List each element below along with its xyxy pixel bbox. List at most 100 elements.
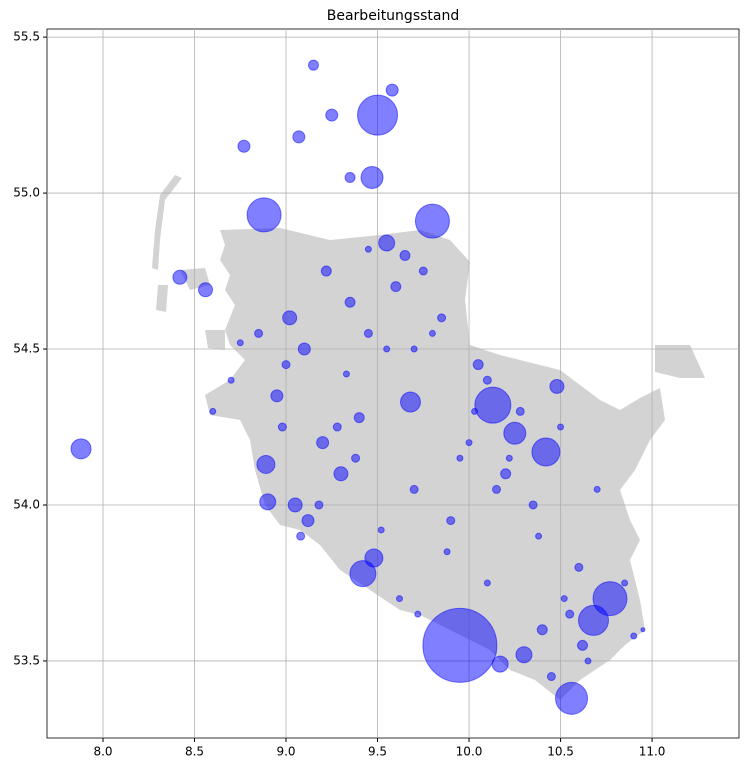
point — [399, 249, 411, 261]
y-tick-label: 55.0 — [13, 186, 40, 200]
point — [344, 171, 356, 183]
point — [536, 624, 548, 636]
y-tick-label: 54.0 — [13, 497, 40, 511]
point — [443, 548, 451, 556]
point — [584, 657, 592, 665]
point — [390, 281, 402, 293]
point — [574, 562, 584, 572]
point — [307, 59, 319, 71]
point — [483, 579, 491, 587]
point — [437, 313, 447, 323]
point — [482, 375, 492, 385]
point — [270, 389, 284, 403]
point — [535, 532, 543, 540]
point — [364, 548, 384, 568]
point — [301, 514, 315, 528]
point — [410, 345, 418, 353]
point — [577, 639, 589, 651]
point — [531, 437, 561, 467]
point — [296, 531, 306, 541]
point — [353, 412, 365, 424]
point — [593, 485, 601, 493]
x-tick-label: 9.0 — [276, 745, 295, 759]
pellworm — [205, 330, 225, 350]
point — [640, 627, 646, 633]
point — [549, 378, 565, 394]
point — [377, 526, 385, 534]
x-tick-label: 8.5 — [185, 745, 204, 759]
point — [349, 560, 377, 588]
x-tick-label: 11.0 — [639, 745, 666, 759]
point — [378, 234, 396, 252]
point — [505, 454, 513, 462]
point — [471, 407, 479, 415]
point — [297, 342, 311, 356]
point — [256, 454, 276, 474]
point — [383, 345, 391, 353]
mainland — [205, 228, 665, 700]
x-tick-label: 10.5 — [547, 745, 574, 759]
point — [351, 453, 361, 463]
land — [152, 175, 705, 700]
point — [282, 310, 298, 326]
point — [515, 646, 533, 664]
point — [325, 108, 339, 122]
point — [237, 139, 251, 153]
point — [472, 359, 484, 371]
point — [565, 609, 575, 619]
point — [592, 581, 628, 617]
point — [246, 197, 282, 233]
point — [70, 438, 92, 460]
point — [292, 130, 306, 144]
point — [422, 607, 498, 683]
point — [332, 422, 342, 432]
point — [281, 360, 291, 370]
point — [363, 328, 373, 338]
point — [491, 484, 501, 494]
point — [577, 604, 609, 636]
point — [399, 391, 421, 413]
point — [465, 439, 473, 447]
point — [342, 370, 350, 378]
point — [621, 579, 629, 587]
plot-frame — [46, 28, 740, 739]
point — [320, 265, 332, 277]
point — [385, 83, 399, 97]
point — [409, 484, 419, 494]
point — [560, 595, 568, 603]
point — [314, 500, 324, 510]
point — [528, 500, 538, 510]
point — [344, 296, 356, 308]
point — [418, 266, 428, 276]
point — [500, 468, 512, 480]
point — [287, 497, 303, 513]
point — [395, 595, 403, 603]
point — [364, 245, 372, 253]
point — [446, 516, 456, 526]
point — [172, 269, 188, 285]
x-tick-label: 9.5 — [368, 745, 387, 759]
point — [515, 406, 525, 416]
point — [197, 282, 213, 298]
point — [557, 423, 565, 431]
point — [254, 328, 264, 338]
chart-title: Bearbeitungsstand — [327, 8, 459, 24]
y-tick-label: 54.5 — [13, 342, 40, 356]
point — [357, 94, 399, 136]
point — [491, 655, 509, 673]
point — [546, 672, 556, 682]
point — [360, 165, 384, 189]
point — [428, 329, 436, 337]
amrum — [156, 285, 168, 312]
point — [236, 339, 244, 347]
point — [456, 454, 464, 462]
x-tick-label: 8.0 — [93, 745, 112, 759]
sylt — [152, 175, 182, 270]
points — [70, 59, 646, 715]
point — [227, 376, 235, 384]
point — [209, 407, 217, 415]
point — [316, 436, 330, 450]
point — [277, 422, 287, 432]
point — [630, 632, 638, 640]
x-tick-label: 10.0 — [456, 745, 483, 759]
